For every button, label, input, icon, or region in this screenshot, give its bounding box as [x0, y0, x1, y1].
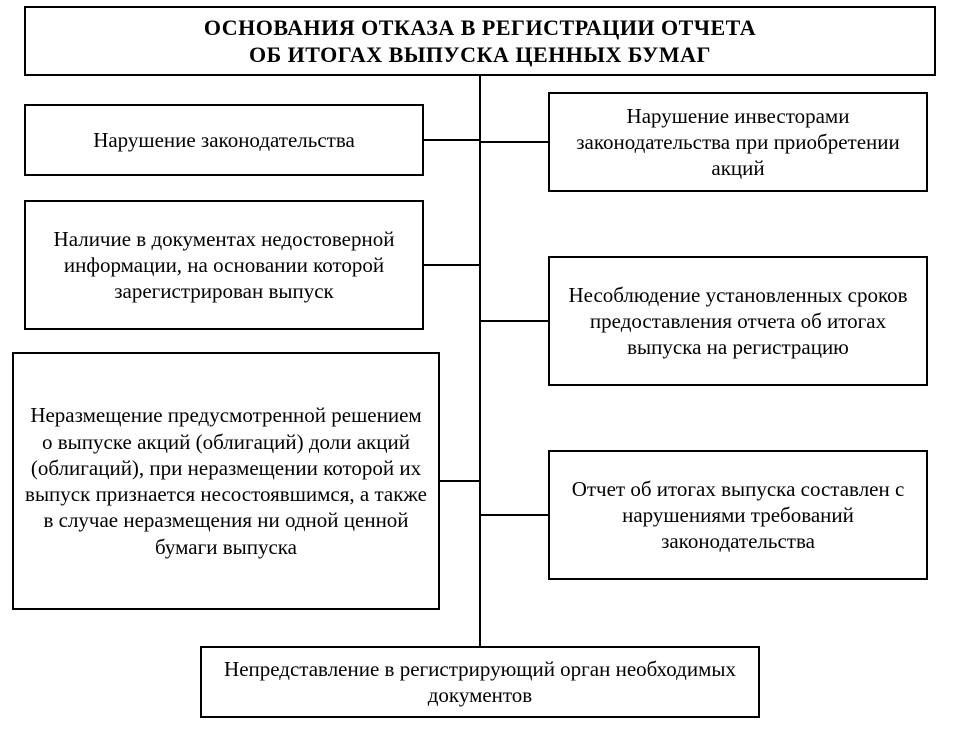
right-box-2: Несоблюдение установленных сроков предос… — [548, 256, 928, 386]
right-box-1-text: Нарушение инвесторами законодательства п… — [560, 103, 916, 182]
left-box-1: Нарушение законодательства — [24, 104, 424, 176]
left-box-3: Неразмещение предусмотренной решением о … — [12, 352, 440, 610]
connector-right-1 — [481, 141, 548, 143]
right-box-3-text: Отчет об итогах выпуска составлен с нару… — [560, 476, 916, 555]
left-box-2-text: Наличие в документах недостоверной инфор… — [36, 226, 412, 305]
connector-left-3 — [440, 480, 479, 482]
connector-left-2 — [424, 264, 479, 266]
title-box: ОСНОВАНИЯ ОТКАЗА В РЕГИСТРАЦИИ ОТЧЕТА ОБ… — [24, 6, 936, 76]
bottom-box: Непредставление в регистрирующий орган н… — [200, 646, 760, 718]
left-box-1-text: Нарушение законодательства — [93, 127, 355, 153]
right-box-3: Отчет об итогах выпуска составлен с нару… — [548, 450, 928, 580]
right-box-1: Нарушение инвесторами законодательства п… — [548, 92, 928, 192]
title-line1: ОСНОВАНИЯ ОТКАЗА В РЕГИСТРАЦИИ ОТЧЕТА — [204, 15, 756, 40]
bottom-box-text: Непредставление в регистрирующий орган н… — [212, 656, 748, 709]
connector-right-2 — [481, 320, 548, 322]
right-box-2-text: Несоблюдение установленных сроков предос… — [560, 282, 916, 361]
connector-left-1 — [424, 139, 479, 141]
left-box-3-text: Неразмещение предусмотренной решением о … — [24, 402, 428, 560]
title-text: ОСНОВАНИЯ ОТКАЗА В РЕГИСТРАЦИИ ОТЧЕТА ОБ… — [204, 14, 756, 69]
trunk-vertical — [479, 76, 481, 646]
left-box-2: Наличие в документах недостоверной инфор… — [24, 200, 424, 330]
connector-right-3 — [481, 514, 548, 516]
title-line2: ОБ ИТОГАХ ВЫПУСКА ЦЕННЫХ БУМАГ — [249, 42, 711, 67]
